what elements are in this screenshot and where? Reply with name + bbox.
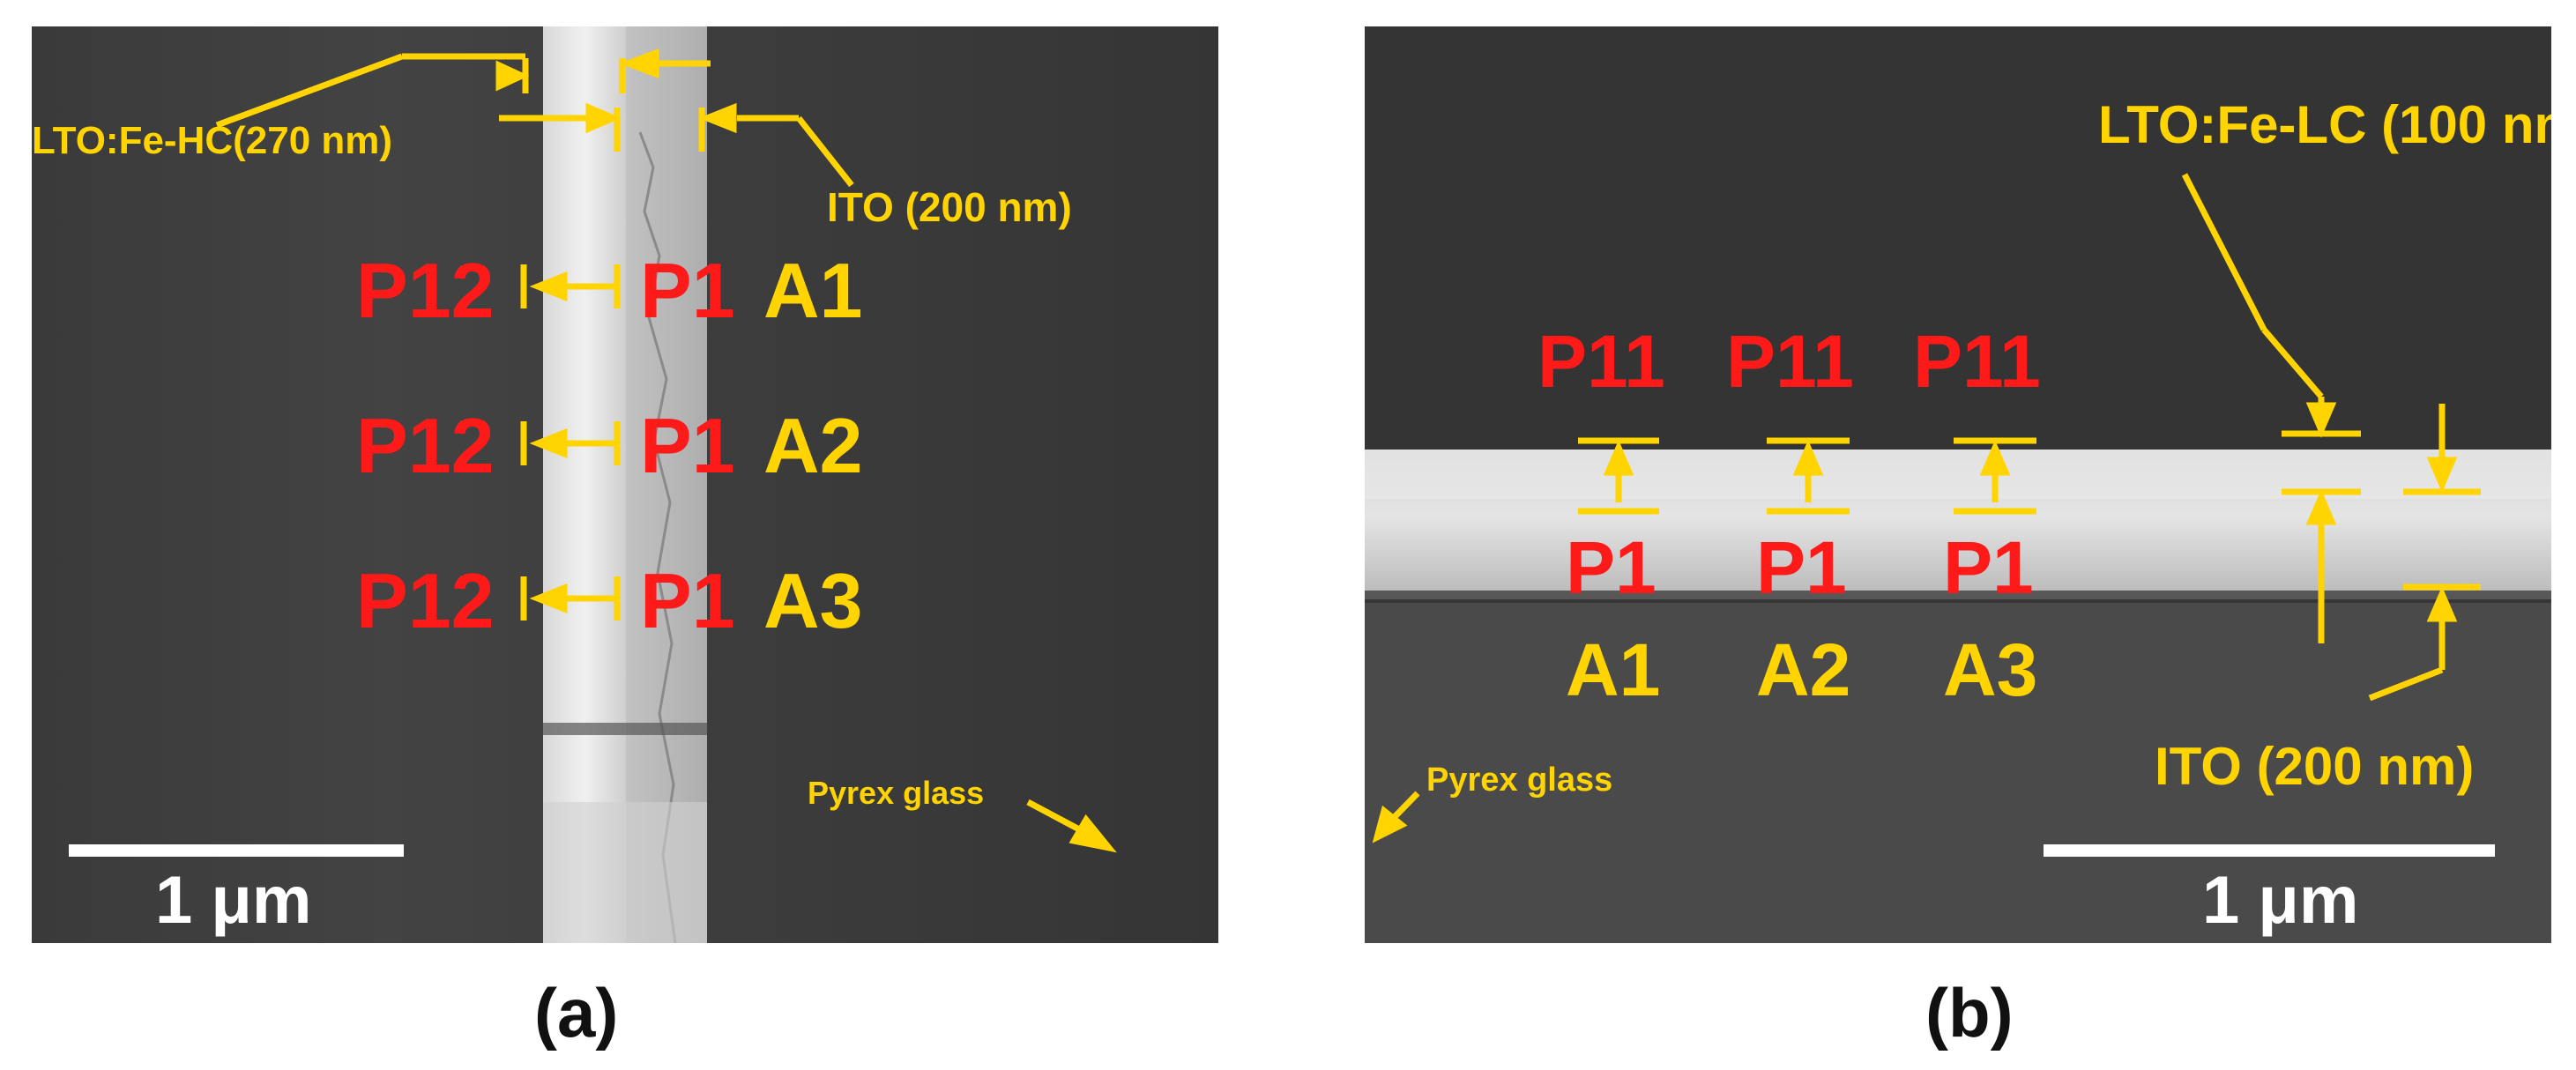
sem-cross-section-a xyxy=(69,26,1117,943)
column-tag-a1: A1 xyxy=(1566,628,1661,711)
point-label-p11-a2: P11 xyxy=(1726,320,1854,403)
lto-hc-label: LTO:Fe-HC(270 nm) xyxy=(32,119,393,162)
ito-label-b: ITO (200 nm) xyxy=(2155,737,2475,796)
point-label-p1-b1: P1 xyxy=(1566,526,1657,609)
lto-lc-label: LTO:Fe-LC (100 nm) xyxy=(2098,95,2551,154)
point-label-p1-a3: P1 xyxy=(640,557,735,644)
point-label-p12-a2: P12 xyxy=(356,402,495,489)
point-label-p1-a2: P1 xyxy=(640,402,735,489)
scale-label-b: 1 μm xyxy=(2202,863,2359,938)
scale-label-a: 1 μm xyxy=(155,863,312,938)
scale-bar-a xyxy=(69,844,404,857)
row-tag-a3: A3 xyxy=(763,557,863,644)
point-label-p12-a1: P12 xyxy=(356,247,495,334)
column-tag-a2: A2 xyxy=(1756,628,1851,711)
scale-bar-b xyxy=(2044,844,2495,857)
caption-b: (b) xyxy=(1925,974,2014,1051)
point-label-p1-a1: P1 xyxy=(640,247,735,334)
column-tag-a3: A3 xyxy=(1943,628,2038,711)
pyrex-label-b: Pyrex glass xyxy=(1426,762,1613,799)
point-label-p12-a3: P12 xyxy=(356,557,495,644)
sem-image-a: LTO:Fe-HC(270 nm) ITO (200 nm) P12 P1 A1… xyxy=(32,26,1218,943)
row-tag-a2: A2 xyxy=(763,402,863,489)
lto-hc-layer xyxy=(543,26,626,943)
pyrex-label-a: Pyrex glass xyxy=(808,775,985,811)
ito-label-a: ITO (200 nm) xyxy=(827,184,1072,230)
row-tag-a1: A1 xyxy=(763,247,863,334)
point-label-p1-b3: P1 xyxy=(1943,526,2034,609)
point-label-p11-a3: P11 xyxy=(1913,320,2041,403)
point-label-p1-b2: P1 xyxy=(1756,526,1847,609)
caption-a: (a) xyxy=(534,974,619,1051)
sem-cross-section-b xyxy=(1365,173,2551,943)
point-label-p11-a1: P11 xyxy=(1537,320,1665,403)
sem-image-b: LTO:Fe-LC (100 nm) ITO (200 nm) P11 P1 1 … xyxy=(1365,26,2551,943)
